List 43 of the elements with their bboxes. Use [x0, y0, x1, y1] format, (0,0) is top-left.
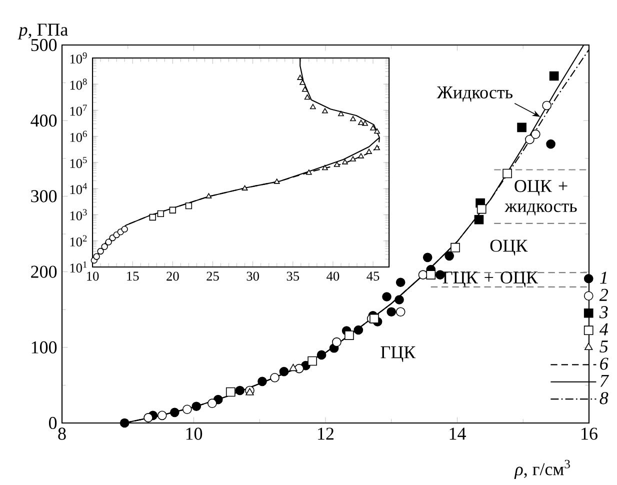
legend-label: 6 [600, 358, 608, 370]
x-tick-label: 8 [58, 428, 66, 440]
annotation: ГЦК + ОЦК [442, 271, 538, 288]
annotation: ГЦК [380, 346, 416, 362]
y-tick-label: 0 [48, 416, 57, 430]
x-tick-label: 10 [186, 428, 202, 440]
legend-label: 7 [600, 374, 610, 387]
y-tick-label: 300 [31, 190, 57, 202]
y-tick-label: 10$^{4}$ [70, 183, 88, 194]
x-tick-label: 20 [166, 272, 179, 281]
y-tick-label: 10$^{2}$ [70, 235, 87, 246]
legend-label: 4 [599, 323, 608, 336]
legend-label: 8 [600, 392, 608, 404]
y-tick-label: 400 [30, 114, 57, 127]
legend-label: 5 [600, 340, 608, 353]
y-tick-label: 500 [31, 38, 57, 52]
x-tick-label: 40 [326, 272, 340, 281]
x-tick-label: 16 [582, 428, 598, 440]
y-tick-label: 10$^{9}$ [70, 52, 87, 64]
y-tick-label: 10$^{7}$ [70, 104, 87, 116]
x-tick-label: 45 [366, 272, 380, 281]
y-tick-label: 100 [32, 341, 57, 354]
x-tick-label: 25 [206, 272, 219, 281]
y-tick-label: 10$^{1}$ [70, 261, 87, 273]
annotation: ОЦК [490, 240, 528, 256]
y-tick-label: 10$^{6}$ [70, 130, 87, 142]
x-tick-label: 15 [127, 272, 139, 281]
x-tick-label: 12 [318, 428, 334, 440]
legend-label: 3 [599, 306, 608, 318]
y-tick-label: 10$^{8}$ [70, 78, 87, 90]
legend-label: 2 [599, 288, 608, 301]
x-tick-label: 14 [450, 428, 466, 440]
x-tick-label: 35 [286, 272, 300, 281]
y-tick-label: 10$^{5}$ [70, 156, 87, 168]
y-tick-label: 10$^{3}$ [70, 209, 87, 220]
x-axis-title: ρ, г/см$^{3}$ [514, 460, 570, 479]
annotation: ОЦК + жидкость [504, 180, 577, 216]
x-tick-label: 30 [246, 272, 259, 281]
annotation: Жидкость [436, 86, 513, 102]
y-axis-title: p, ГПа [18, 24, 68, 40]
legend-label: 1 [600, 272, 606, 284]
y-tick-label: 200 [31, 266, 57, 278]
x-tick-label: 10 [87, 272, 99, 281]
